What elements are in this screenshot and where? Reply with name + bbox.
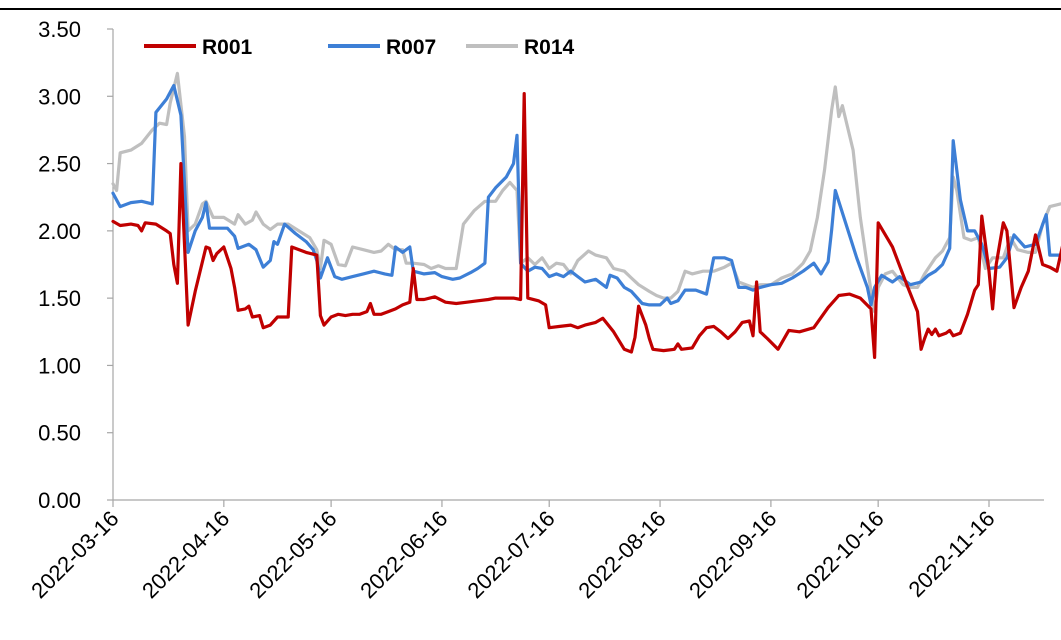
legend-label-r001: R001 [202, 36, 253, 59]
series-line-r001 [111, 91, 1061, 359]
y-tick-label: 1.50 [38, 286, 81, 311]
x-tick-label: 2022-10-16 [791, 506, 888, 603]
x-tick-label: 2022-09-16 [684, 506, 781, 603]
top-rule [0, 8, 1061, 10]
x-tick-label: 2022-04-16 [137, 506, 234, 603]
y-tick-label: 1.00 [38, 353, 81, 378]
y-axis: 0.00 0.50 1.00 1.50 2.00 2.50 3.00 3.50 [38, 17, 114, 513]
y-tick-label: 3.50 [38, 17, 81, 42]
x-tick-label: 2022-11-16 [903, 506, 999, 602]
x-tick-label: 2022-06-16 [355, 506, 452, 603]
legend: R001 R007 R014 [144, 36, 575, 59]
x-tick-label: 2022-07-16 [462, 506, 559, 603]
series-line-r014 [111, 71, 1061, 314]
x-tick-label: 2022-08-16 [573, 506, 670, 603]
y-tick-label: 0.00 [38, 488, 81, 513]
x-axis: 2022-03-16 2022-04-16 2022-05-16 2022-06-16… [26, 499, 1044, 603]
y-tick-label: 2.50 [38, 152, 81, 177]
plot-lines [111, 71, 1061, 359]
legend-label-r007: R007 [386, 36, 436, 59]
y-tick-label: 2.00 [38, 219, 81, 244]
y-tick-label: 0.50 [38, 421, 81, 446]
x-tick-label: 2022-03-16 [26, 506, 123, 603]
legend-label-r014: R014 [524, 36, 575, 59]
y-tick-label: 3.00 [38, 84, 81, 109]
x-tick-label: 2022-05-16 [244, 506, 341, 603]
series-line-r007 [111, 83, 1061, 307]
